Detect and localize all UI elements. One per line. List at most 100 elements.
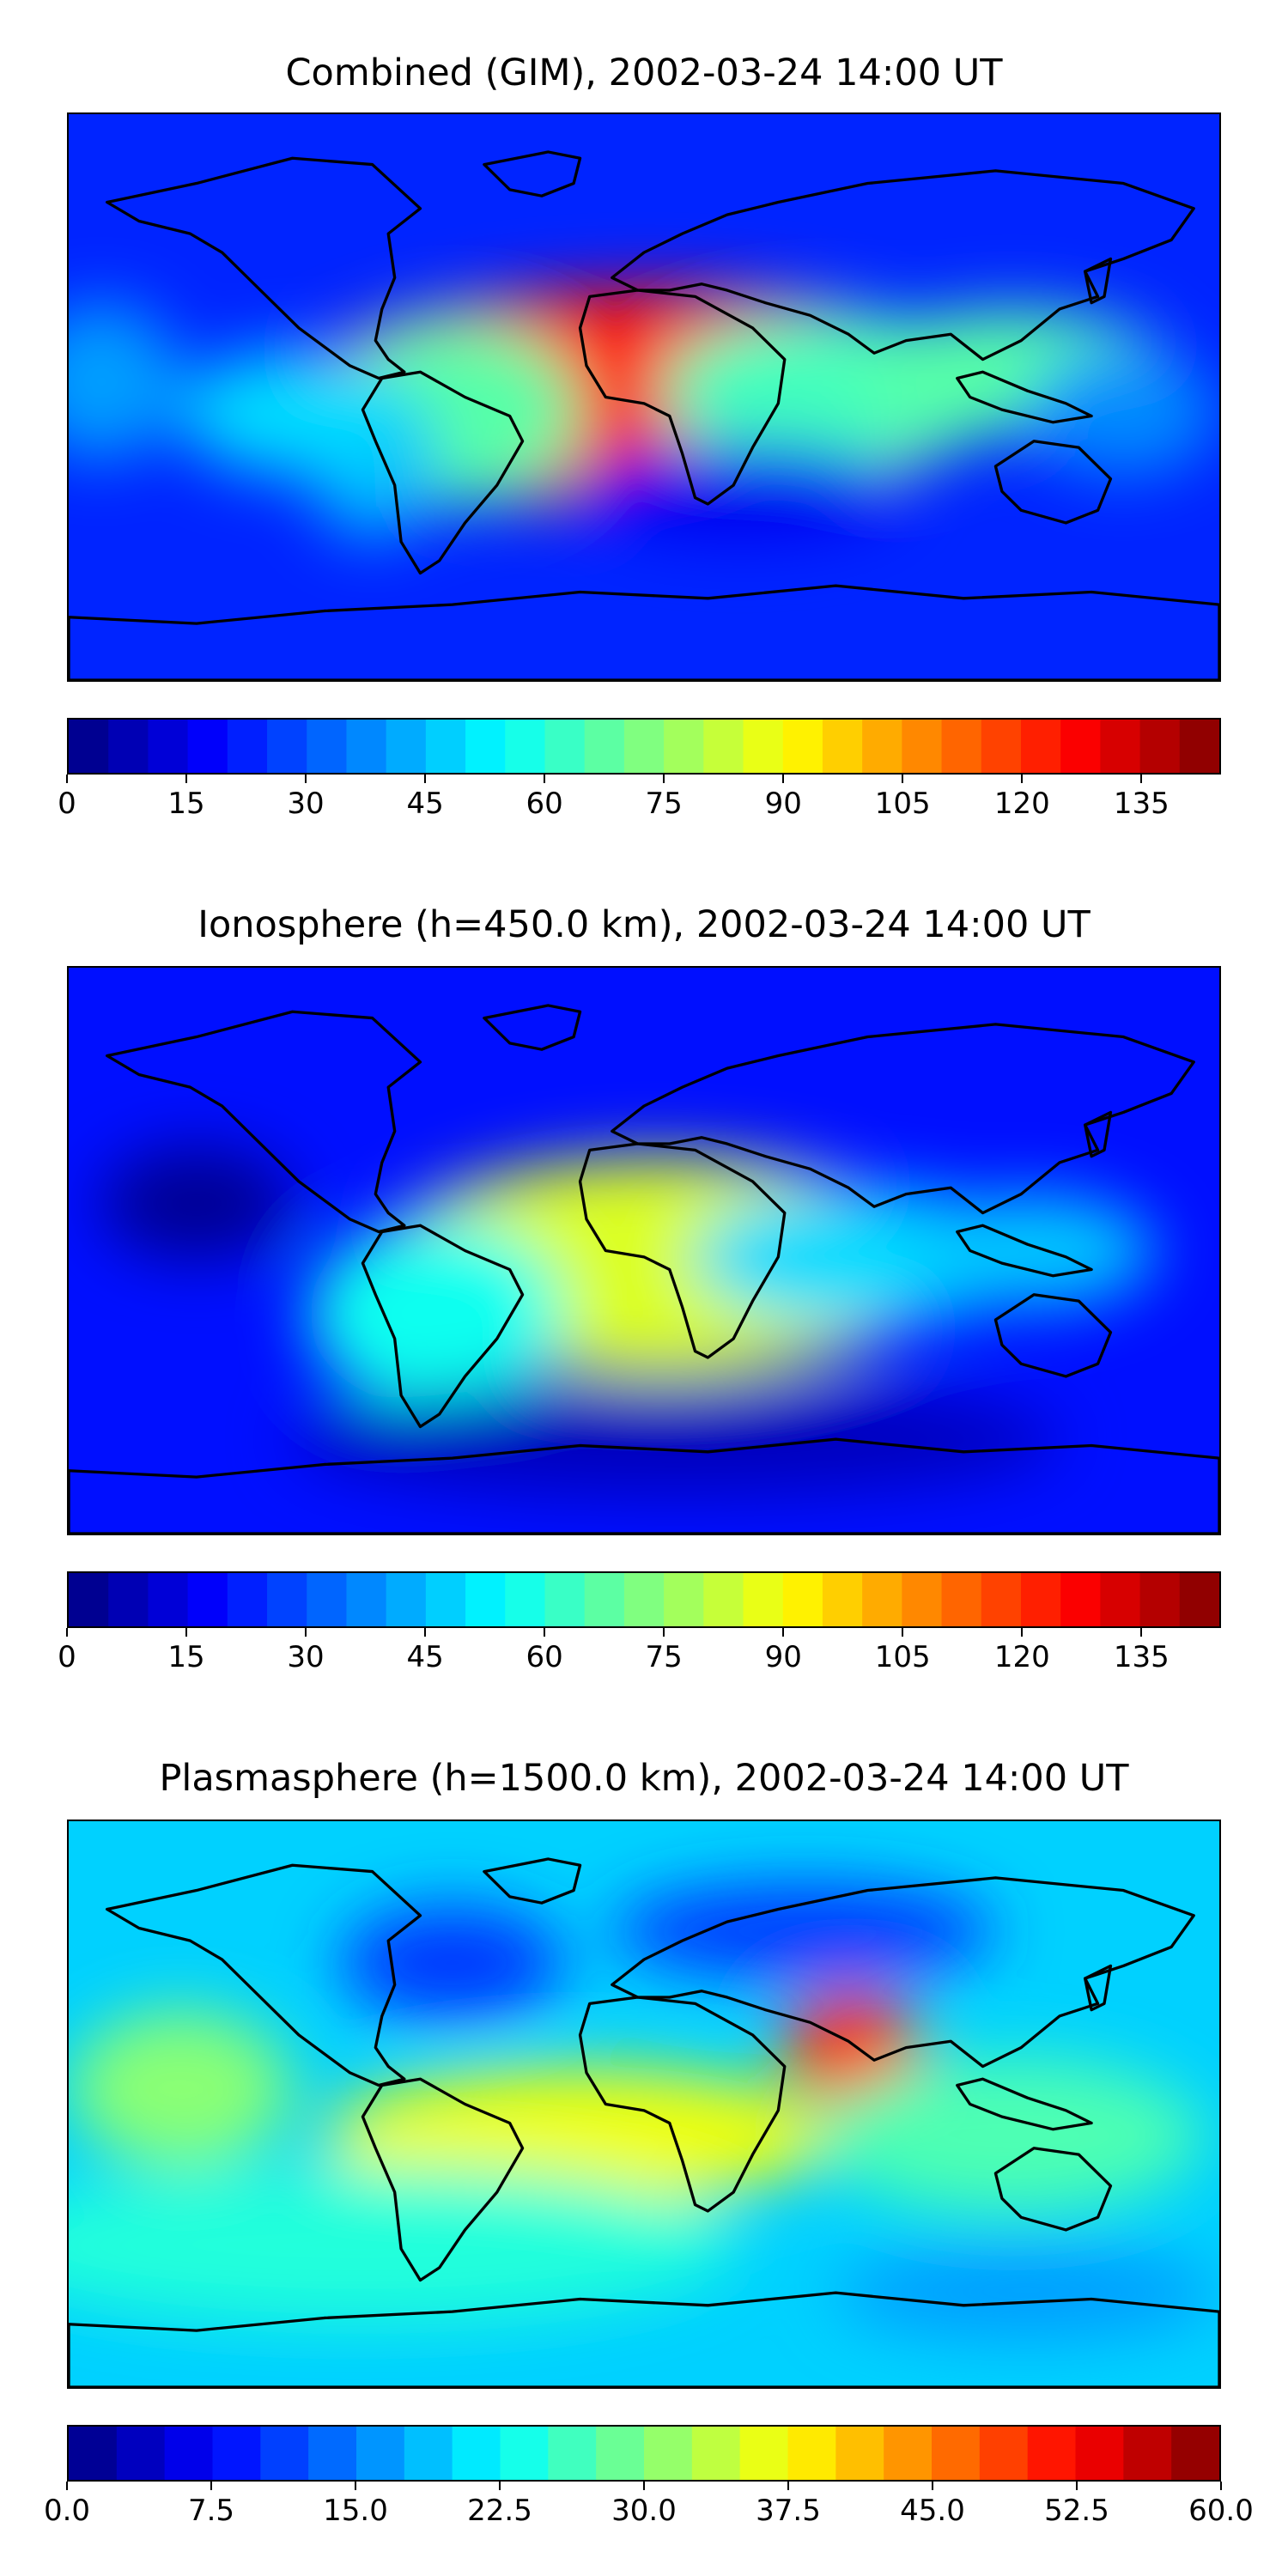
coastline [956, 370, 1093, 424]
tec-region [100, 1146, 293, 1261]
colorbar-tick-label: 60 [526, 787, 563, 821]
colorbar-segment [307, 1573, 348, 1626]
colorbar-tick-label: 52.5 [1044, 2494, 1109, 2528]
tec-region [1027, 349, 1219, 477]
coastline [611, 1876, 1195, 2069]
colorbar-segment [500, 2427, 550, 2480]
colorbar-tick-label: 105 [874, 1640, 931, 1674]
tec-region [899, 1194, 1156, 1308]
colorbar-segment [1060, 720, 1102, 773]
colorbar-tick [782, 775, 785, 783]
colorbar-segment [782, 720, 823, 773]
map-plot [67, 112, 1221, 682]
colorbar-segment [260, 2427, 309, 2480]
coastline [483, 1857, 582, 1905]
colorbar-tick-label: 0 [58, 787, 76, 821]
colorbar-svg [69, 720, 1219, 773]
colorbar-segment [941, 720, 982, 773]
colorbar-segment [979, 2427, 1029, 2480]
colorbar-tick-label: 135 [1113, 787, 1170, 821]
colorbar-segment [787, 2427, 837, 2480]
colorbar-segment [1139, 720, 1181, 773]
colorbar-segment [739, 2427, 789, 2480]
colorbar-tick-label: 75 [645, 787, 683, 821]
colorbar-segment [644, 2427, 693, 2480]
colorbar-tick-label: 90 [764, 787, 802, 821]
tec-region [69, 302, 181, 460]
colorbar-segment [308, 2427, 357, 2480]
colorbar-tick [66, 1628, 68, 1637]
colorbar-tick-label: 45.0 [900, 2494, 965, 2528]
colorbar-segment [1100, 1573, 1141, 1626]
panel-title: Plasmasphere (h=1500.0 km), 2002-03-24 1… [159, 1757, 1129, 1800]
coastline [69, 2291, 1219, 2387]
colorbar-segment [227, 720, 268, 773]
colorbar-segment [981, 1573, 1022, 1626]
colorbar-segment [835, 2427, 884, 2480]
colorbar-tick [305, 775, 307, 783]
coastline [956, 1224, 1093, 1278]
colorbar-tick [424, 775, 427, 783]
panel-title: Ionosphere (h=450.0 km), 2002-03-24 14:0… [197, 903, 1091, 946]
colorbar-segment [346, 1573, 387, 1626]
coastline [361, 2077, 525, 2282]
coastline [1083, 1110, 1113, 1158]
colorbar-segment [108, 1573, 149, 1626]
coastline [578, 1996, 787, 2213]
tec-map-svg [69, 968, 1219, 1534]
colorbar-tick-label: 120 [993, 1640, 1050, 1674]
tec-region [340, 1905, 564, 2020]
tec-map-svg [69, 114, 1219, 680]
colorbar-segment [902, 1573, 943, 1626]
coastline [611, 1023, 1195, 1215]
coastline [105, 156, 422, 380]
coastline [993, 2147, 1113, 2232]
coastline [1083, 1964, 1113, 2012]
colorbar-segment [664, 1573, 704, 1626]
colorbar-segment [623, 720, 665, 773]
tec-region [611, 1884, 996, 1979]
colorbar-tick-label: 15.0 [323, 2494, 388, 2528]
coastline [611, 169, 1195, 361]
colorbar-segment [884, 2427, 933, 2480]
tec-region [180, 349, 404, 477]
colorbar-tick [355, 2482, 356, 2490]
colorbar-segment [1179, 1573, 1219, 1626]
colorbar-tick [663, 1628, 665, 1637]
colorbar-segment [425, 720, 466, 773]
colorbar-segment [1171, 2427, 1219, 2480]
colorbar-segment [1027, 2427, 1077, 2480]
colorbar-tick [663, 775, 665, 783]
coastline [578, 289, 787, 506]
colorbar-tick [1021, 1628, 1024, 1637]
colorbar-tick [66, 775, 68, 783]
colorbar-tick-label: 0.0 [43, 2494, 91, 2528]
colorbar-segment [465, 1573, 506, 1626]
colorbar-segment [148, 720, 189, 773]
map-plot [67, 966, 1221, 1535]
colorbar-tick [210, 2482, 212, 2490]
colorbar-segment [1139, 1573, 1181, 1626]
colorbar-segment [108, 720, 149, 773]
colorbar-segment [584, 720, 625, 773]
tec-region [781, 1990, 922, 2105]
panel-title: Combined (GIM), 2002-03-24 14:00 UT [285, 52, 1003, 94]
colorbar-segment [544, 720, 586, 773]
tec-region [308, 1218, 564, 1408]
colorbar-segment [356, 2427, 405, 2480]
colorbar-segment [1100, 720, 1141, 773]
colorbar-tick-label: 90 [764, 1640, 802, 1674]
colorbar-tick-label: 22.5 [467, 2494, 532, 2528]
colorbar-segment [1020, 720, 1061, 773]
colorbar-tick [902, 1628, 904, 1637]
colorbar-segment [116, 2427, 166, 2480]
colorbar-segment [822, 720, 863, 773]
colorbar-segment [743, 720, 784, 773]
colorbar-tick-label: 135 [1113, 1640, 1170, 1674]
colorbar-segment [623, 1573, 665, 1626]
colorbar-tick [1140, 775, 1143, 783]
colorbar-segment [425, 1573, 466, 1626]
map-plot [67, 1820, 1221, 2389]
colorbar-tick-label: 30 [287, 787, 325, 821]
colorbar-segment [703, 1573, 744, 1626]
